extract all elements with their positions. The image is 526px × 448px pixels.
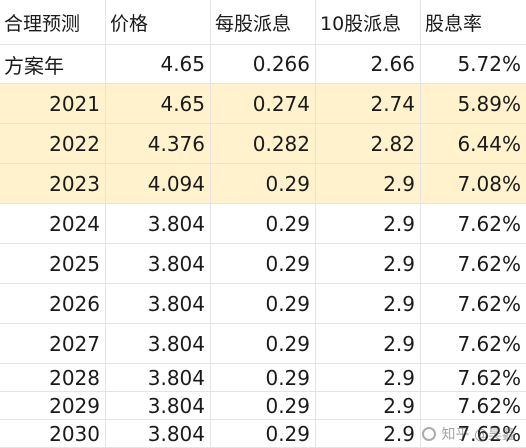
cell-price[interactable]: 4.65 xyxy=(106,84,211,124)
cell-yield[interactable]: 7.08% xyxy=(421,164,526,204)
cell-dps[interactable]: 0.29 xyxy=(211,420,316,448)
cell-price[interactable]: 4.376 xyxy=(106,124,211,164)
cell-dps10[interactable]: 2.9 xyxy=(316,244,421,284)
header-cell-forecast[interactable]: 合理预测 xyxy=(0,0,106,45)
table-row: 2022 4.376 0.282 2.82 6.44% xyxy=(0,124,526,164)
table-row: 2026 3.804 0.29 2.9 7.62% xyxy=(0,284,526,324)
zhihu-logo-icon xyxy=(421,427,436,441)
cell-yield[interactable]: 7.62% xyxy=(421,364,526,392)
cell-dps10[interactable]: 2.9 xyxy=(316,420,421,448)
cell-year[interactable]: 2029 xyxy=(0,392,106,420)
cell-dps10[interactable]: 2.9 xyxy=(316,364,421,392)
cell-price[interactable]: 3.804 xyxy=(106,420,211,448)
cell-dps10[interactable]: 2.9 xyxy=(316,324,421,364)
cell-dps[interactable]: 0.29 xyxy=(211,364,316,392)
cell-dps[interactable]: 0.29 xyxy=(211,164,316,204)
cell-yield[interactable]: 7.62% xyxy=(421,244,526,284)
cell-year[interactable]: 2024 xyxy=(0,204,106,244)
header-cell-dps[interactable]: 每股派息 xyxy=(211,0,316,45)
cell-dps10[interactable]: 2.74 xyxy=(316,84,421,124)
cell-dps[interactable]: 0.29 xyxy=(211,324,316,364)
table-row: 2027 3.804 0.29 2.9 7.62% xyxy=(0,324,526,364)
cell-yield[interactable]: 6.44% xyxy=(421,124,526,164)
cell-yield[interactable]: 5.72% xyxy=(421,45,526,84)
table-row: 2030 3.804 0.29 2.9 7.62% xyxy=(0,420,526,448)
cell-price[interactable]: 3.804 xyxy=(106,244,211,284)
cell-price[interactable]: 4.094 xyxy=(106,164,211,204)
cell-dps[interactable]: 0.29 xyxy=(211,284,316,324)
table-row: 2025 3.804 0.29 2.9 7.62% xyxy=(0,244,526,284)
cell-dps[interactable]: 0.274 xyxy=(211,84,316,124)
cell-yield[interactable]: 7.62% xyxy=(421,392,526,420)
cell-dps[interactable]: 0.29 xyxy=(211,244,316,284)
table-row: 2029 3.804 0.29 2.9 7.62% xyxy=(0,392,526,420)
cell-yield[interactable]: 7.62% xyxy=(421,284,526,324)
watermark-text: 知乎 @昊鑫 xyxy=(441,427,516,443)
cell-year[interactable]: 2021 xyxy=(0,84,106,124)
cell-year[interactable]: 2025 xyxy=(0,244,106,284)
table-row: 2028 3.804 0.29 2.9 7.62% xyxy=(0,364,526,392)
cell-price[interactable]: 4.65 xyxy=(106,45,211,84)
cell-yield[interactable]: 7.62% xyxy=(421,324,526,364)
cell-dps10[interactable]: 2.9 xyxy=(316,284,421,324)
header-row: 合理预测 价格 每股派息 10股派息 股息率 xyxy=(0,0,526,45)
table-row: 2024 3.804 0.29 2.9 7.62% xyxy=(0,204,526,244)
cell-year[interactable]: 2023 xyxy=(0,164,106,204)
cell-price[interactable]: 3.804 xyxy=(106,204,211,244)
header-cell-price[interactable]: 价格 xyxy=(106,0,211,45)
cell-year[interactable]: 2026 xyxy=(0,284,106,324)
table-row: 2023 4.094 0.29 2.9 7.08% xyxy=(0,164,526,204)
cell-year[interactable]: 2022 xyxy=(0,124,106,164)
cell-dps10[interactable]: 2.82 xyxy=(316,124,421,164)
cell-price[interactable]: 3.804 xyxy=(106,392,211,420)
cell-dps[interactable]: 0.266 xyxy=(211,45,316,84)
cell-dps[interactable]: 0.282 xyxy=(211,124,316,164)
cell-price[interactable]: 3.804 xyxy=(106,364,211,392)
table-row: 方案年 4.65 0.266 2.66 5.72% xyxy=(0,45,526,84)
cell-dps10[interactable]: 2.9 xyxy=(316,204,421,244)
watermark: 知乎 @昊鑫 xyxy=(421,424,516,444)
cell-dps10[interactable]: 2.66 xyxy=(316,45,421,84)
cell-dps10[interactable]: 2.9 xyxy=(316,392,421,420)
cell-year[interactable]: 2027 xyxy=(0,324,106,364)
cell-price[interactable]: 3.804 xyxy=(106,324,211,364)
cell-yield[interactable]: 7.62% xyxy=(421,204,526,244)
cell-dps[interactable]: 0.29 xyxy=(211,392,316,420)
cell-year[interactable]: 2028 xyxy=(0,364,106,392)
cell-year[interactable]: 2030 xyxy=(0,420,106,448)
cell-dps[interactable]: 0.29 xyxy=(211,204,316,244)
cell-yield[interactable]: 5.89% xyxy=(421,84,526,124)
cell-price[interactable]: 3.804 xyxy=(106,284,211,324)
table-row: 2021 4.65 0.274 2.74 5.89% xyxy=(0,84,526,124)
header-cell-dps10[interactable]: 10股派息 xyxy=(316,0,421,45)
cell-dps10[interactable]: 2.9 xyxy=(316,164,421,204)
header-cell-yield[interactable]: 股息率 xyxy=(421,0,526,45)
cell-year[interactable]: 方案年 xyxy=(0,45,106,84)
